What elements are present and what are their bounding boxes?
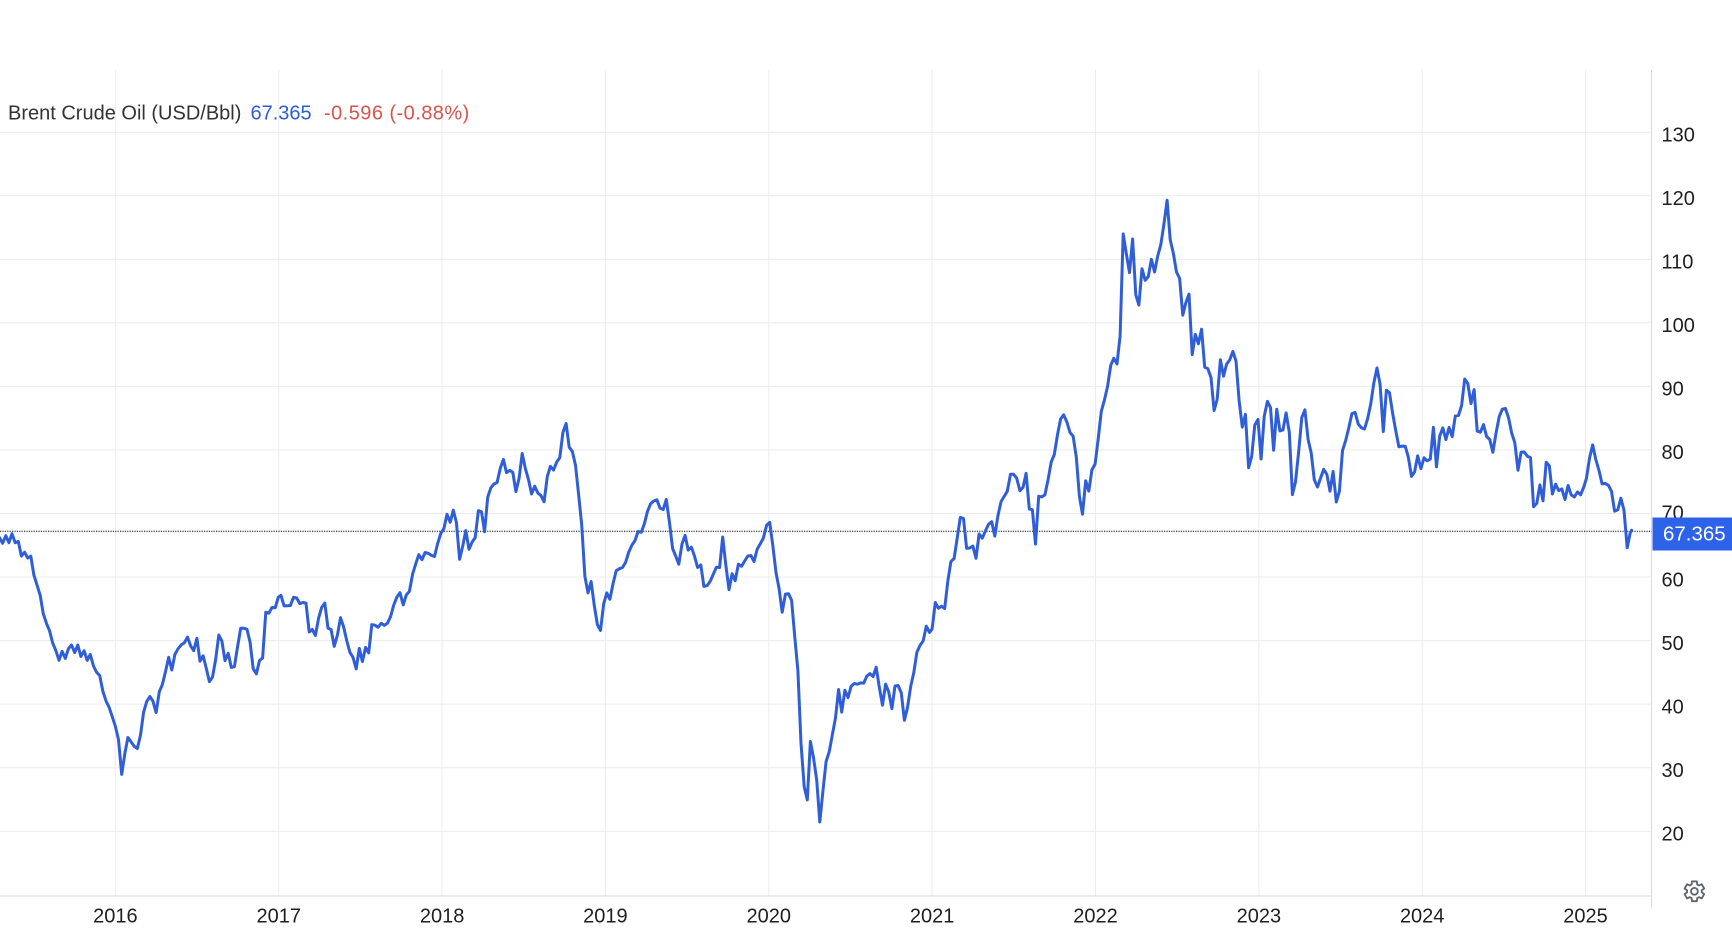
svg-text:100: 100 xyxy=(1662,315,1695,337)
svg-text:2025: 2025 xyxy=(1563,906,1608,928)
svg-text:90: 90 xyxy=(1662,379,1684,401)
svg-text:2020: 2020 xyxy=(747,906,792,928)
svg-text:67.365: 67.365 xyxy=(1663,523,1726,546)
svg-text:Brent Crude Oil (USD/Bbl): Brent Crude Oil (USD/Bbl) xyxy=(8,103,241,125)
svg-text:-0.596 (-0.88%): -0.596 (-0.88%) xyxy=(324,103,470,125)
svg-text:2021: 2021 xyxy=(910,906,955,928)
svg-text:110: 110 xyxy=(1662,252,1694,274)
svg-text:2017: 2017 xyxy=(257,906,302,928)
svg-text:2019: 2019 xyxy=(583,906,628,928)
svg-text:2024: 2024 xyxy=(1400,906,1445,928)
svg-text:120: 120 xyxy=(1662,188,1695,210)
svg-text:40: 40 xyxy=(1662,696,1684,718)
svg-text:20: 20 xyxy=(1662,824,1684,846)
svg-text:130: 130 xyxy=(1662,125,1695,147)
svg-text:50: 50 xyxy=(1662,633,1684,655)
svg-text:67.365: 67.365 xyxy=(251,103,312,125)
svg-text:80: 80 xyxy=(1662,442,1684,464)
svg-text:2018: 2018 xyxy=(420,906,465,928)
svg-text:30: 30 xyxy=(1662,760,1684,782)
svg-text:60: 60 xyxy=(1662,569,1684,591)
svg-text:2022: 2022 xyxy=(1073,906,1118,928)
svg-text:2016: 2016 xyxy=(93,906,138,928)
svg-text:2023: 2023 xyxy=(1237,906,1282,928)
